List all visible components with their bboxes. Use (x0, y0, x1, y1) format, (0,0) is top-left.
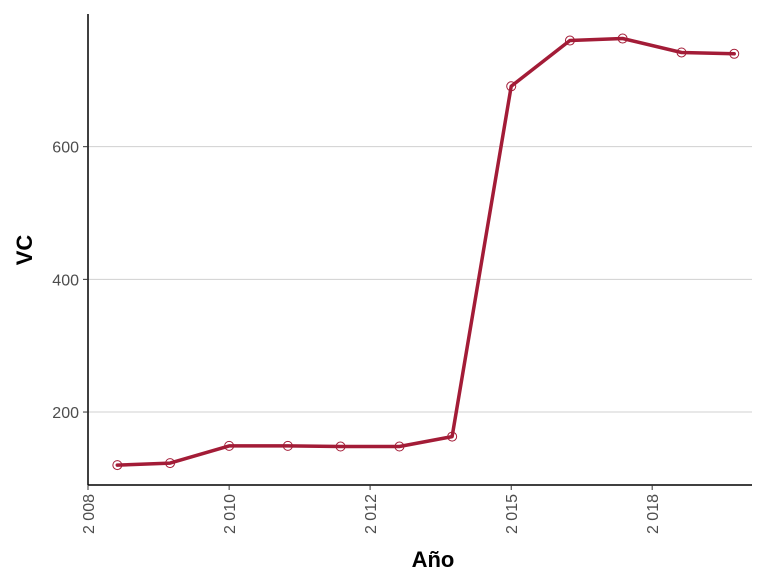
grid-layer (88, 146, 752, 413)
data-point (506, 81, 517, 92)
y-tick-label: 200 (52, 405, 79, 422)
x-axis-title: Año (412, 547, 455, 572)
series-layer (112, 33, 740, 471)
data-point (224, 440, 235, 451)
data-point (676, 47, 687, 58)
data-point (447, 431, 458, 442)
data-point (617, 33, 628, 44)
x-tick-label: 2 012 (363, 494, 380, 534)
series-line-0 (115, 36, 736, 467)
data-point (729, 48, 740, 59)
x-tick-label: 2 010 (222, 494, 239, 534)
y-tick-label: 600 (52, 140, 79, 157)
y-ticks: 200 400 600 (52, 140, 88, 422)
data-point (394, 441, 405, 452)
y-tick-label: 400 (52, 272, 79, 289)
x-ticks: 2 008 2 010 2 012 2 015 2 018 (81, 485, 662, 534)
data-point (165, 458, 176, 469)
data-point (335, 441, 346, 452)
axes-layer (87, 14, 752, 486)
x-tick-label: 2 018 (645, 494, 662, 534)
y-axis-title: VC (12, 235, 37, 266)
data-point (564, 35, 575, 46)
x-tick-label: 2 015 (504, 494, 521, 534)
x-tick-label: 2 008 (81, 494, 98, 534)
data-point (112, 460, 123, 471)
data-point (282, 440, 293, 451)
